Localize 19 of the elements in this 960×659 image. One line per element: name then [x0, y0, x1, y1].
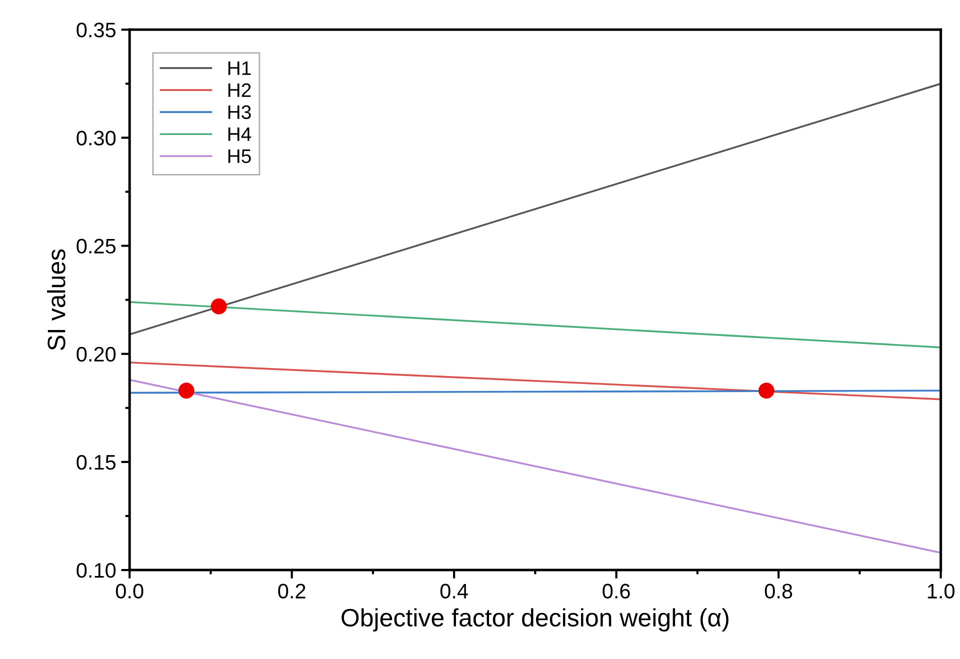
y-tick-label: 0.30 [76, 130, 116, 146]
y-tick-label: 0.10 [76, 563, 116, 578]
y-tick-label: 0.25 [76, 238, 116, 254]
legend-label: H4 [228, 128, 252, 141]
legend-label: H1 [228, 61, 251, 75]
legend-label: H5 [228, 150, 251, 164]
x-tick-label: 0.8 [764, 584, 792, 599]
x-tick-label: 0.0 [116, 584, 144, 599]
x-tick-label: 0.4 [440, 584, 468, 599]
y-axis-title: SI values [47, 249, 66, 350]
y-tick-label: 0.35 [76, 22, 116, 38]
x-axis-title: Objective factor decision weight (α) [342, 608, 728, 632]
legend-label: H2 [228, 83, 251, 97]
x-tick-label: 1.0 [928, 584, 954, 599]
y-tick-label: 0.15 [76, 454, 116, 470]
legend-label: H3 [228, 105, 251, 120]
y-tick-label: 0.20 [76, 346, 116, 362]
x-tick-label: 0.6 [602, 584, 630, 599]
x-tick-label: 0.2 [278, 584, 306, 599]
